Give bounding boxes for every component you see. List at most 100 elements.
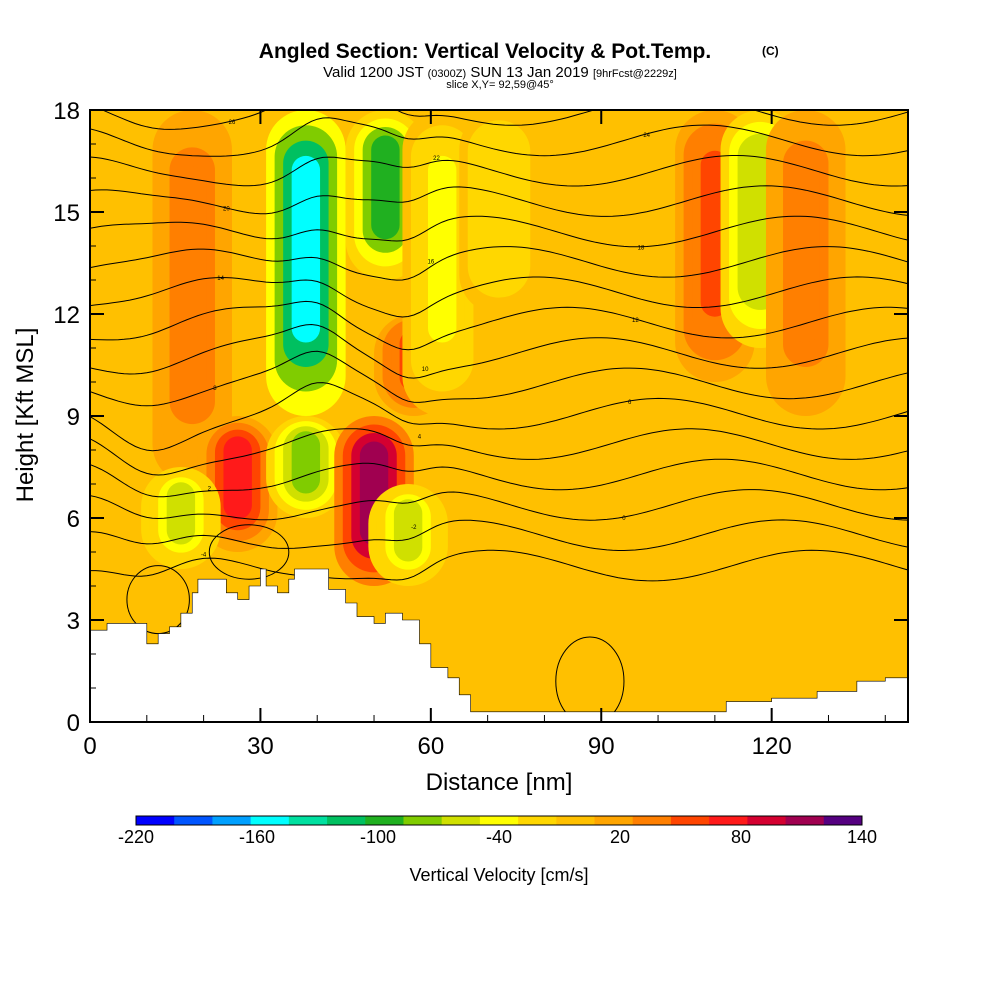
colorbar-swatch: [288, 816, 328, 825]
isentrope-line: [90, 489, 908, 521]
isentrope-line: [90, 350, 908, 407]
isentrope-line: [90, 185, 908, 217]
isentrope-line: [90, 246, 908, 281]
colorbar-swatch: [747, 816, 787, 825]
isentrope-line: [90, 276, 908, 318]
isentrope-label: 26: [229, 120, 236, 126]
colorbar-swatch: [403, 816, 443, 825]
isentrope-line: [90, 549, 908, 582]
colorbar-swatch: [823, 816, 863, 825]
colorbar-tick-label: 140: [847, 827, 877, 847]
isentrope-label: 16: [427, 259, 434, 265]
valid-time-line: Valid 1200 JST (0300Z) SUN 13 Jan 2019 […: [323, 64, 677, 81]
colorbar-label: Vertical Velocity [cm/s]: [409, 865, 588, 885]
isentrope-closed-2: [208, 524, 290, 580]
isentrope-line: [90, 382, 908, 452]
velocity-feature-7-band-3: [393, 499, 423, 562]
isentrope-label: 14: [217, 276, 224, 282]
colorbar-frame: [135, 815, 863, 826]
colorbar-swatch: [785, 816, 825, 825]
y-axis-label: Height [Kft MSL]: [12, 328, 39, 503]
velocity-feature-3-band-3: [291, 155, 321, 343]
x-axis-label: Distance [nm]: [426, 769, 573, 796]
isentrope-line: [90, 300, 908, 351]
isentrope-line: [90, 458, 908, 498]
colorbar-swatch: [174, 816, 213, 825]
velocity-feature-5-band-3: [371, 135, 400, 240]
isentrope-line: [90, 117, 908, 157]
y-tick-label: 9: [67, 404, 80, 431]
isentrope-label: 12: [632, 318, 639, 324]
colorbar-tick-label: -160: [239, 827, 275, 847]
isentrope-closed-1: [555, 636, 625, 722]
colorbar-swatch: [670, 816, 710, 825]
colorbar-tick-label: 20: [610, 827, 630, 847]
isentrope-label: -2: [411, 525, 417, 531]
isentrope-label: 10: [422, 367, 429, 373]
colorbar-tick-label: -220: [118, 827, 154, 847]
y-tick-label: 18: [53, 98, 80, 125]
colorbar-swatch: [594, 816, 634, 825]
x-tick-label: 120: [752, 733, 792, 760]
isentrope-label: 2: [208, 486, 212, 492]
isentrope-label: -4: [201, 552, 207, 558]
colorbar-swatch: [518, 816, 557, 825]
isentrope-label: 6: [628, 400, 632, 406]
terrain-mask: [90, 568, 908, 722]
velocity-feature-2-band-3: [166, 482, 196, 545]
colorbar-swatch: [632, 816, 672, 825]
chart-title-units: (C): [762, 44, 779, 58]
colorbar-swatch: [365, 816, 404, 825]
velocity-field: [90, 110, 908, 722]
velocity-feature-10-band-3: [484, 140, 514, 266]
colorbar-tick-label: -40: [486, 827, 512, 847]
valid-utc: (0300Z): [428, 68, 467, 80]
terrain-mask-shape: [90, 568, 908, 722]
colorbar-swatch: [709, 816, 748, 825]
forecast-info: [9hrFcst@2229z]: [593, 68, 677, 80]
valid-date: SUN 13 Jan 2019: [470, 64, 588, 81]
colorbar-swatch: [556, 816, 596, 825]
isentrope-label: 22: [433, 156, 440, 162]
colorbar: -220 -160 -100 -40 20 80 140: [118, 815, 877, 847]
colorbar-swatch: [327, 816, 366, 825]
x-tick-label: 30: [247, 733, 274, 760]
velocity-feature-9-band-3: [427, 155, 457, 343]
x-tick-label: 60: [417, 733, 444, 760]
isentrope-label: 24: [643, 133, 650, 139]
colorbar-tick-label: -100: [360, 827, 396, 847]
y-tick-label: 12: [53, 302, 80, 329]
isentrope-label: 20: [223, 207, 230, 213]
colorbar-swatch: [250, 816, 290, 825]
chart-title: Angled Section: Vertical Velocity & Pot.…: [259, 40, 711, 63]
isentrope-label: 0: [622, 516, 626, 522]
colorbar-swatch: [212, 816, 252, 825]
isentrope-label: 4: [418, 435, 422, 441]
isentrope-line: [90, 215, 908, 248]
isentrope-line: [90, 323, 908, 379]
velocity-feature-1-band-3: [223, 436, 252, 520]
y-tick-label: 6: [67, 506, 80, 533]
isentrope-line: [90, 519, 908, 551]
isentrope-line: [90, 428, 908, 476]
x-tick-label: 0: [83, 733, 96, 760]
colorbar-swatch: [441, 816, 481, 825]
colorbar-swatch: [136, 816, 175, 825]
velocity-feature-0-band-3: [178, 166, 207, 395]
isentrope-label: 8: [213, 386, 217, 392]
valid-prefix: Valid 1200 JST: [323, 64, 423, 81]
y-tick-label: 0: [67, 710, 80, 737]
y-tick-label: 15: [53, 200, 80, 227]
velocity-feature-4-band-3: [291, 431, 321, 494]
slice-info: slice X,Y= 92,59@45°: [446, 79, 554, 91]
y-tick-label: 3: [67, 608, 80, 635]
isentrope-line: [90, 155, 908, 187]
colorbar-tick-label: 80: [731, 827, 751, 847]
x-tick-label: 90: [588, 733, 615, 760]
isentrope-label: 18: [638, 246, 645, 252]
velocity-feature-13-band-3: [791, 155, 820, 343]
